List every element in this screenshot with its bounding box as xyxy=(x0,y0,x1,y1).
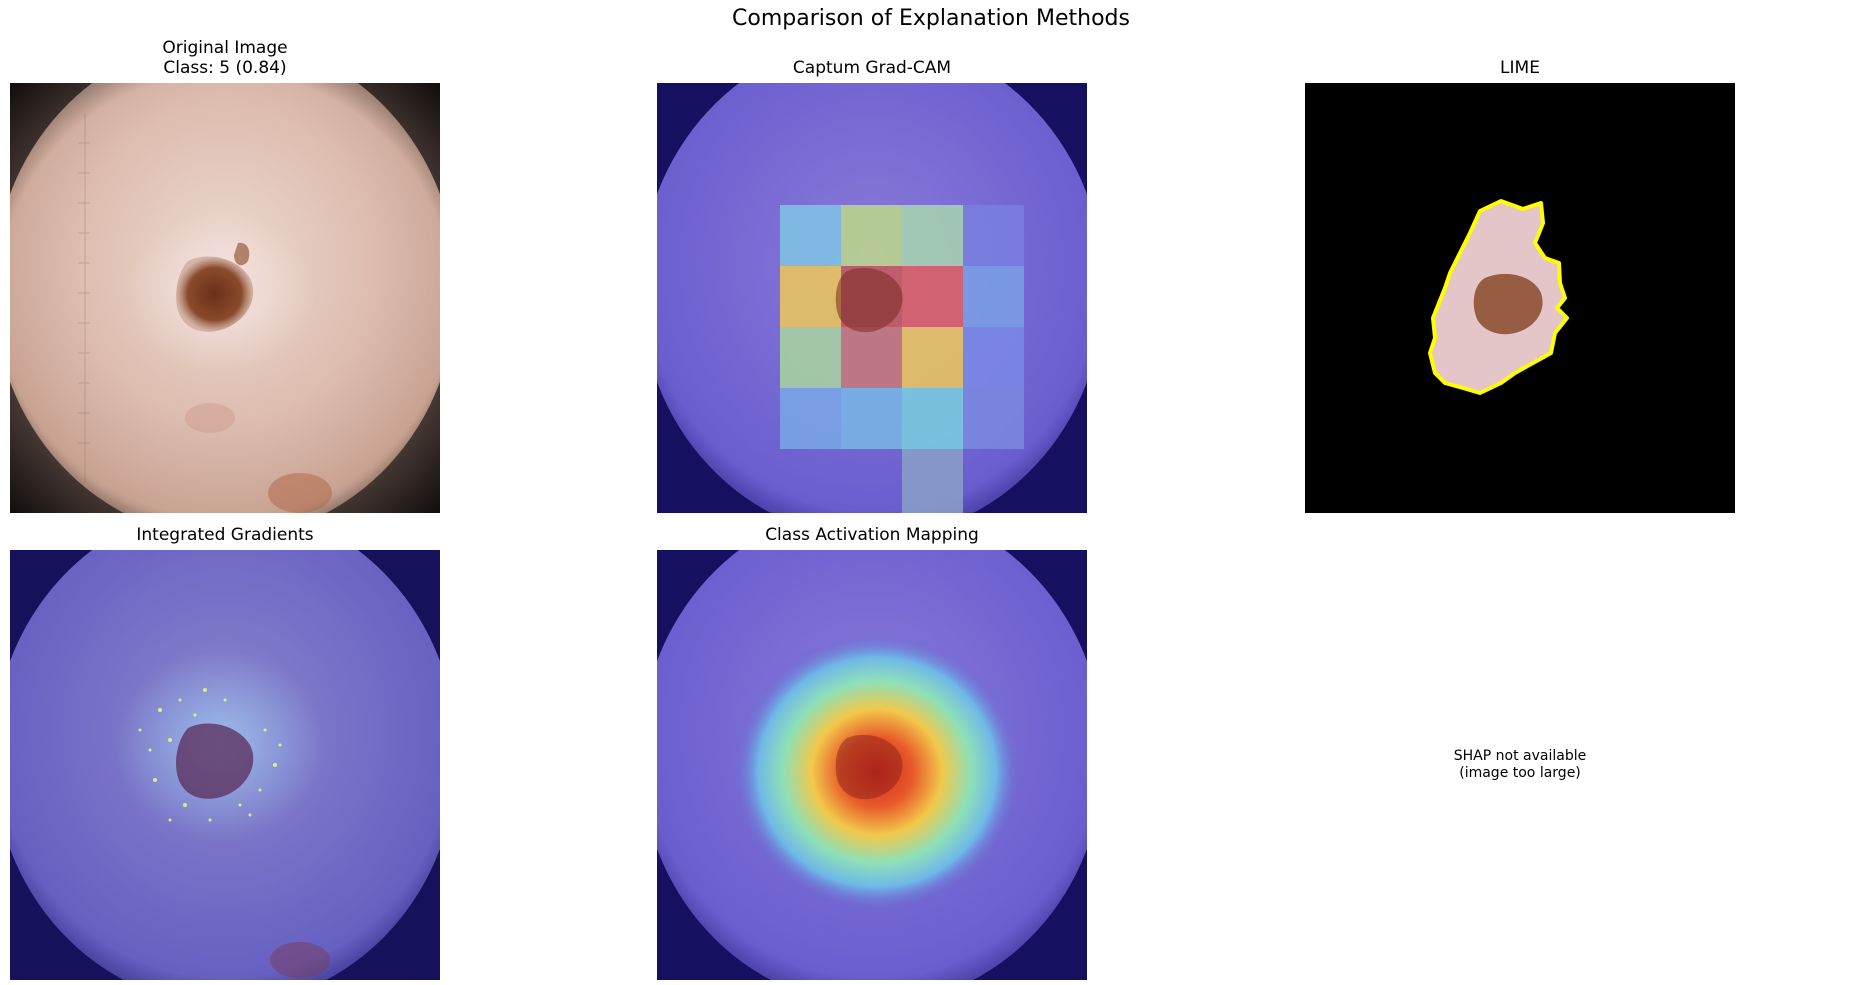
shap-message-line2: (image too large) xyxy=(1459,765,1581,781)
cam-title: Class Activation Mapping xyxy=(765,525,979,545)
original-image-title: Original Image Class: 5 (0.84) xyxy=(10,38,440,78)
original-image-title-line1: Original Image xyxy=(162,38,288,58)
integrated-gradients-map xyxy=(10,550,440,980)
cam-heatmap xyxy=(657,550,1087,980)
original-image-panel xyxy=(10,83,440,513)
gradcam-heatmap xyxy=(657,83,1087,513)
integrated-gradients-title: Integrated Gradients xyxy=(136,525,314,545)
original-image-class-label: Class: 5 (0.84) xyxy=(163,58,287,78)
integrated-gradients-panel xyxy=(10,550,440,980)
lime-mask xyxy=(1305,83,1735,513)
lime-title: LIME xyxy=(1500,58,1540,78)
gradcam-panel xyxy=(657,83,1087,513)
shap-unavailable-message: SHAP not available (image too large) xyxy=(1305,748,1735,782)
original-image xyxy=(10,83,440,513)
lime-panel xyxy=(1305,83,1735,513)
figure-title: Comparison of Explanation Methods xyxy=(732,6,1130,31)
cam-panel xyxy=(657,550,1087,980)
gradcam-title: Captum Grad-CAM xyxy=(792,58,952,78)
shap-message-line1: SHAP not available xyxy=(1453,748,1587,764)
